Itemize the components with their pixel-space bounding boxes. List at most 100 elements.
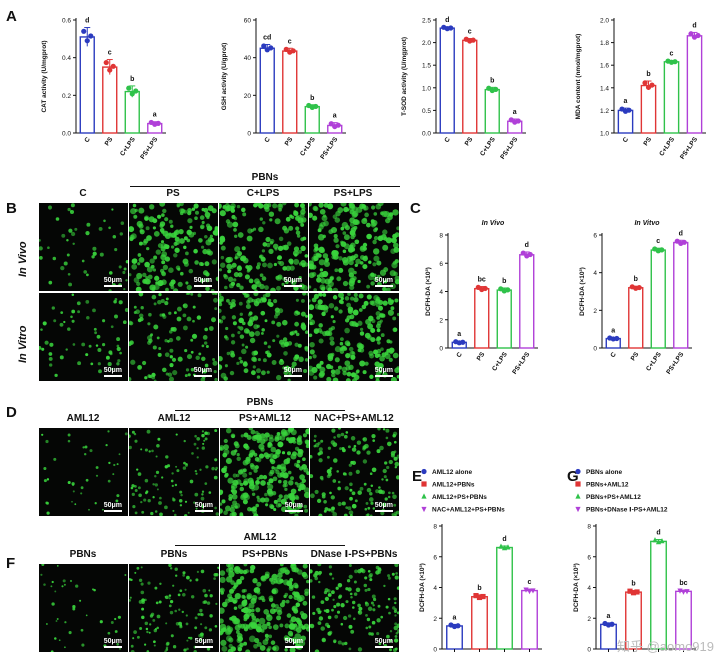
fluorescent-cell <box>324 507 329 511</box>
fluorescent-cell <box>335 586 339 590</box>
fluorescent-cell <box>396 366 399 370</box>
fluorescent-cell <box>246 594 252 600</box>
fluorescent-cell <box>260 629 265 633</box>
fluorescent-cell <box>364 361 369 366</box>
fluorescent-cell <box>175 433 178 436</box>
y-tick-label: 6 <box>587 554 591 561</box>
fluorescent-cell <box>81 643 85 647</box>
fluorescent-cell <box>160 242 167 249</box>
fluorescent-cell <box>294 446 300 451</box>
micrograph-f-ps-pbns: 50μm <box>219 563 310 653</box>
fluorescent-cell <box>169 348 174 353</box>
fluorescent-cell <box>314 489 319 494</box>
category-label: PS+LPS <box>499 136 520 161</box>
fluorescent-cell <box>261 276 267 281</box>
fluorescent-cell <box>389 629 393 633</box>
data-point <box>107 67 113 73</box>
fluorescent-cell <box>230 450 237 456</box>
fluorescent-cell <box>114 630 118 633</box>
fluorescent-cell <box>331 250 336 254</box>
fluorescent-cell <box>189 225 193 229</box>
fluorescent-cell <box>273 499 278 504</box>
fluorescent-cell <box>255 607 261 613</box>
fluorescent-cell <box>226 564 231 568</box>
fluorescent-cell <box>312 215 318 221</box>
fluorescent-cell <box>271 320 276 325</box>
fluorescent-cell <box>284 592 289 597</box>
fluorescent-cell <box>232 479 239 486</box>
fluorescent-cell <box>205 239 212 246</box>
fluorescent-cell <box>349 284 355 291</box>
fluorescent-cell <box>118 647 122 650</box>
bar <box>259 47 275 134</box>
fluorescent-cell <box>80 492 83 495</box>
fluorescent-cell <box>196 436 201 441</box>
fluorescent-cell <box>118 265 122 269</box>
fluorescent-cell <box>169 610 174 615</box>
fluorescent-cell <box>253 468 258 473</box>
fluorescent-cell <box>310 579 313 583</box>
fluorescent-cell <box>116 346 121 352</box>
fluorescent-cell <box>341 501 346 506</box>
fluorescent-cell <box>318 293 322 297</box>
fluorescent-cell <box>156 336 160 340</box>
fluorescent-cell <box>305 428 309 435</box>
fluorescent-cell <box>255 503 260 508</box>
fluorescent-cell <box>208 589 211 592</box>
fluorescent-cell <box>265 236 271 242</box>
fluorescent-cell <box>349 229 356 236</box>
fluorescent-cell <box>393 450 397 454</box>
fluorescent-cell <box>158 293 162 297</box>
fluorescent-cell <box>300 217 307 223</box>
fluorescent-cell <box>147 499 151 503</box>
fluorescent-cell <box>204 327 209 332</box>
fluorescent-cell <box>269 608 276 615</box>
fluorescent-cell <box>214 625 218 628</box>
fluorescent-cell <box>268 595 274 601</box>
d-col-ps-aml12: PS+AML12 <box>239 413 291 424</box>
category-label: PS+LPS <box>665 351 686 376</box>
fluorescent-cell <box>313 375 318 380</box>
fluorescent-cell <box>179 208 185 214</box>
fluorescent-cell <box>189 479 194 484</box>
fluorescent-cell <box>233 585 237 589</box>
cell-field <box>129 293 218 381</box>
fluorescent-cell <box>302 573 309 580</box>
fluorescent-cell <box>242 472 248 478</box>
fluorescent-cell <box>287 378 291 381</box>
fluorescent-cell <box>67 272 71 276</box>
fluorescent-cell <box>276 285 281 291</box>
fluorescent-cell <box>270 640 276 645</box>
fluorescent-cell <box>293 246 300 252</box>
y-tick-label: 4 <box>433 585 437 592</box>
fluorescent-cell <box>310 493 315 499</box>
fluorescent-cell <box>372 507 376 510</box>
fluorescent-cell <box>289 214 293 218</box>
fluorescent-cell <box>129 434 131 438</box>
fluorescent-cell <box>139 229 145 235</box>
fluorescent-cell <box>277 479 282 484</box>
fluorescent-cell <box>394 279 399 285</box>
fluorescent-cell <box>345 378 351 381</box>
data-point <box>290 48 296 54</box>
fluorescent-cell <box>174 567 178 571</box>
fluorescent-cell <box>114 298 118 301</box>
fluorescent-cell <box>283 370 289 376</box>
data-point <box>470 37 476 43</box>
fluorescent-cell <box>39 345 42 350</box>
fluorescent-cell <box>364 588 368 592</box>
fluorescent-cell <box>112 235 117 239</box>
fluorescent-cell <box>300 635 307 642</box>
fluorescent-cell <box>332 512 338 516</box>
y-tick-label: 6 <box>433 554 437 561</box>
fluorescent-cell <box>394 614 397 617</box>
fluorescent-cell <box>201 430 205 433</box>
fluorescent-cell <box>232 321 237 326</box>
fluorescent-cell <box>220 502 223 506</box>
fluorescent-cell <box>43 466 47 471</box>
fluorescent-cell <box>272 476 278 482</box>
fluorescent-cell <box>353 580 357 584</box>
fluorescent-cell <box>336 433 341 438</box>
fluorescent-cell <box>310 624 312 628</box>
fluorescent-cell <box>276 615 282 621</box>
